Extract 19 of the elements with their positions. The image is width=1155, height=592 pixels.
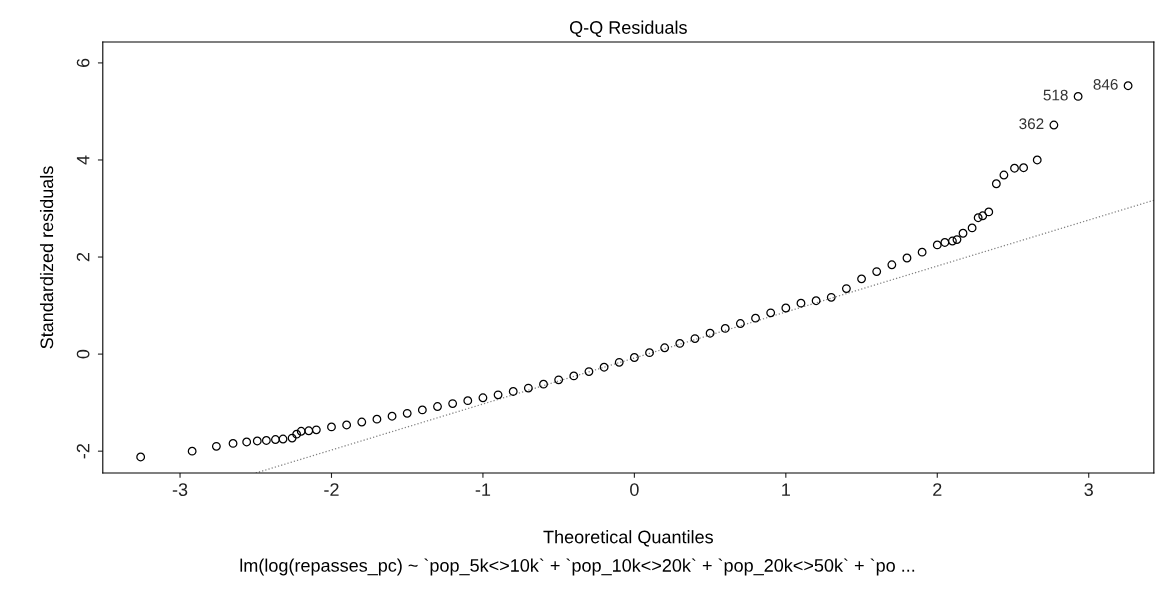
chart-title: Q-Q Residuals [569, 20, 687, 38]
y-tick-label: 6 [76, 58, 90, 67]
y-tick-label: 4 [76, 155, 90, 165]
x-axis-title: Theoretical Quantiles [543, 530, 713, 547]
x-tick-label: 1 [782, 483, 790, 496]
x-tick-label: -3 [172, 483, 188, 496]
text: lm(log(repasses_pc) ~ `pop_5k<>10k` + `pop_10k<>20k` + `pop_20k<>50k` + `po ... [240, 558, 915, 576]
annotation: 362 [1019, 118, 1044, 130]
annotation: 846 [1093, 78, 1118, 90]
x-tick-label: -2 [324, 483, 339, 496]
y-axis-title: Standardized residuals [39, 166, 54, 349]
annotation: 518 [1043, 89, 1068, 101]
x-tick-label: 2 [933, 483, 942, 496]
y-tick-label: -2 [76, 444, 90, 459]
y-tick-label: 0 [76, 349, 90, 359]
y-tick-label: 2 [76, 252, 90, 262]
x-tick-label: 3 [1084, 483, 1093, 496]
x-tick-label: 0 [630, 483, 639, 496]
x-tick-label: -1 [475, 483, 491, 496]
